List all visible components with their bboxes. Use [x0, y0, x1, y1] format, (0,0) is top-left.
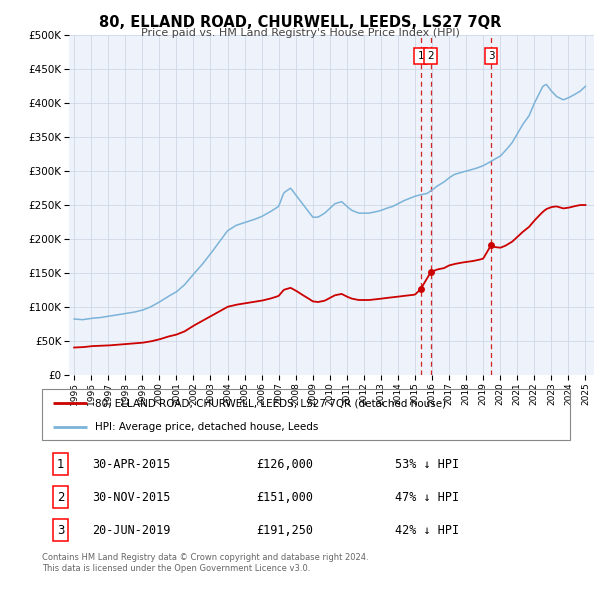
- Text: HPI: Average price, detached house, Leeds: HPI: Average price, detached house, Leed…: [95, 422, 318, 432]
- Text: 30-NOV-2015: 30-NOV-2015: [92, 490, 171, 504]
- Text: 20-JUN-2019: 20-JUN-2019: [92, 523, 171, 537]
- Text: 42% ↓ HPI: 42% ↓ HPI: [395, 523, 460, 537]
- Text: 30-APR-2015: 30-APR-2015: [92, 457, 171, 471]
- Text: 53% ↓ HPI: 53% ↓ HPI: [395, 457, 460, 471]
- Text: 2: 2: [57, 490, 64, 504]
- Text: 3: 3: [488, 51, 494, 61]
- Text: Contains HM Land Registry data © Crown copyright and database right 2024.
This d: Contains HM Land Registry data © Crown c…: [42, 553, 368, 573]
- Text: Price paid vs. HM Land Registry's House Price Index (HPI): Price paid vs. HM Land Registry's House …: [140, 28, 460, 38]
- Text: 80, ELLAND ROAD, CHURWELL, LEEDS, LS27 7QR: 80, ELLAND ROAD, CHURWELL, LEEDS, LS27 7…: [99, 15, 501, 30]
- Text: £126,000: £126,000: [256, 457, 313, 471]
- Text: 47% ↓ HPI: 47% ↓ HPI: [395, 490, 460, 504]
- Text: £191,250: £191,250: [256, 523, 313, 537]
- Text: 2: 2: [427, 51, 434, 61]
- Text: 80, ELLAND ROAD, CHURWELL, LEEDS, LS27 7QR (detached house): 80, ELLAND ROAD, CHURWELL, LEEDS, LS27 7…: [95, 398, 446, 408]
- Text: 3: 3: [57, 523, 64, 537]
- Text: 1: 1: [57, 457, 64, 471]
- Text: 1: 1: [418, 51, 424, 61]
- Text: £151,000: £151,000: [256, 490, 313, 504]
